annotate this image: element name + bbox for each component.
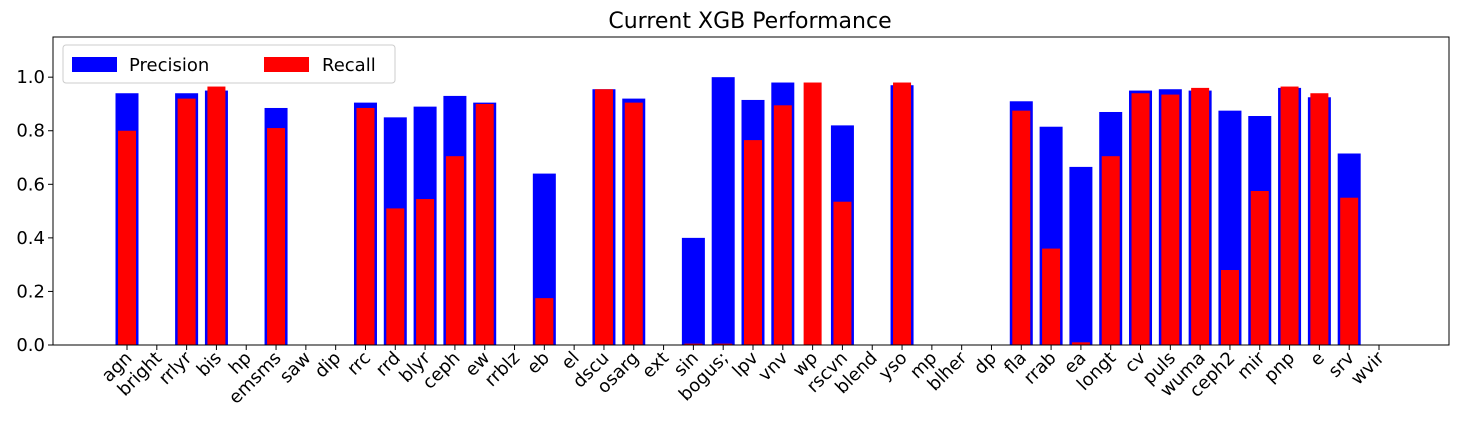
bar-precision-sin — [681, 237, 705, 345]
bar-recall-vnv — [773, 105, 792, 345]
bar-recall-blyr — [416, 199, 435, 345]
legend-label-precision: Precision — [129, 55, 209, 76]
bar-recall-wuma — [1191, 87, 1210, 345]
bar-recall-ceph — [445, 156, 464, 345]
bar-recall-eb — [535, 298, 554, 345]
x-tick-label-wvir: wvir — [1347, 347, 1389, 389]
x-axis: agnbrightrrlyrbishpemsmssawdiprrcrrdblyr… — [98, 345, 1389, 408]
bar-recall-puls — [1161, 94, 1180, 345]
y-tick-label: 0.8 — [16, 121, 45, 142]
x-tick-label-dp: dp — [970, 348, 1001, 379]
bar-recall-mir — [1250, 191, 1269, 345]
bar-recall-lpv — [744, 140, 762, 345]
bar-recall-rscvn — [833, 201, 852, 345]
bar-recall-sin — [684, 343, 703, 345]
bar-recall-emsms — [267, 128, 286, 345]
bar-recall-agn — [118, 130, 136, 345]
x-tick-label-rrc: rrc — [343, 348, 375, 380]
y-tick-label: 1.0 — [16, 67, 45, 88]
legend-swatch-recall — [264, 57, 309, 72]
bar-recall-bogus — [714, 343, 733, 345]
x-tick-label-rrab: rrab — [1020, 348, 1061, 389]
bar-recall-pnp — [1280, 86, 1299, 346]
bar-recall-ea — [1071, 342, 1090, 345]
x-tick-label-rrlyr: rrlyr — [155, 347, 197, 389]
bars-layer — [115, 77, 1361, 346]
bar-precision-ea — [1069, 166, 1093, 345]
x-tick-label-bis: bis — [193, 348, 226, 381]
bar-recall-osarg — [624, 102, 643, 346]
y-tick-label: 0.4 — [16, 228, 45, 249]
x-tick-label-eb: eb — [523, 348, 554, 379]
legend-label-recall: Recall — [322, 55, 376, 76]
x-tick-label-dip: dip — [311, 348, 346, 383]
legend-swatch-precision — [72, 57, 117, 72]
legend: Precision Recall — [62, 44, 396, 84]
x-tick-label-mir: mir — [1233, 347, 1269, 383]
bar-recall-rrc — [356, 107, 375, 345]
bar-recall-yso — [893, 82, 912, 345]
bar-recall-fla — [1012, 110, 1031, 346]
y-tick-label: 0.2 — [16, 281, 45, 302]
bar-recall-bis — [207, 86, 226, 346]
bar-recall-rrab — [1042, 248, 1061, 345]
bar-recall-wp — [803, 82, 822, 345]
bar-recall-longt — [1101, 156, 1120, 345]
bar-recall-rrlyr — [177, 98, 196, 345]
x-tick-label-yso: yso — [875, 348, 912, 385]
y-tick-label: 0.6 — [16, 174, 45, 195]
bar-recall-ceph2 — [1220, 270, 1239, 345]
y-tick-label: 0.0 — [16, 335, 45, 356]
legend-box — [62, 44, 396, 84]
x-tick-label-rrblz: rrblz — [481, 348, 524, 391]
bar-recall-rrd — [386, 208, 405, 345]
x-tick-label-vnv: vnv — [754, 347, 792, 385]
bar-recall-e — [1310, 93, 1329, 346]
y-axis: 0.0 0.2 0.4 0.6 0.8 1.0 — [16, 67, 53, 356]
bar-recall-ew — [475, 103, 494, 346]
chart-title: Current XGB Performance — [608, 9, 891, 34]
bar-precision-bogus — [711, 77, 735, 346]
plot-frame — [52, 36, 1450, 346]
bar-recall-dscu — [594, 89, 613, 345]
x-tick-label-pnp: pnp — [1260, 348, 1299, 387]
bar-recall-srv — [1340, 197, 1359, 345]
x-tick-label-ext: ext — [638, 348, 673, 383]
bar-recall-cv — [1131, 93, 1150, 346]
x-tick-label-lpv: lpv — [729, 347, 763, 381]
